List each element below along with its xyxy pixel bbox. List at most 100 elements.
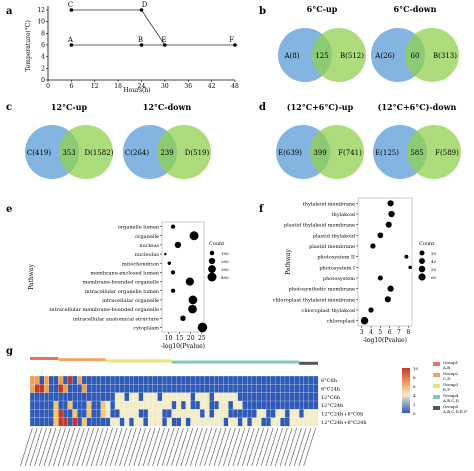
heatmap-cell — [105, 384, 111, 393]
heatmap-cell — [110, 400, 116, 410]
heatmap-cell — [247, 409, 253, 418]
heatmap-cell — [284, 400, 290, 410]
heatmap-cell — [91, 417, 97, 427]
venn-right-circle — [312, 28, 366, 82]
panel-e-dot — [170, 224, 176, 229]
heatmap-cell — [237, 400, 243, 410]
panel-f-dot — [368, 307, 374, 313]
panel-e-frame — [161, 221, 205, 333]
heatmap-cell — [152, 400, 158, 410]
heatmap-cell — [129, 400, 135, 410]
panel-f-dot-plot: thylakoid membrane thylakoid plastid thyla… — [273, 197, 437, 344]
heatmap-cell — [72, 375, 78, 385]
heatmap-column-label — [175, 427, 189, 467]
heatmap-column-label — [138, 427, 151, 467]
heatmap-cell — [162, 400, 168, 410]
heatmap-column-label — [109, 427, 123, 467]
heatmap-cell — [114, 409, 121, 418]
heatmap-column-label — [166, 427, 180, 467]
heatmap-cell — [62, 384, 69, 393]
panel-label-a: a — [6, 6, 13, 17]
heatmap-cell — [284, 384, 290, 393]
heatmap-cell — [29, 392, 36, 402]
heatmap-cell — [53, 384, 59, 393]
heatmap-cell — [275, 400, 281, 410]
heatmap-cell — [67, 392, 73, 402]
heatmap-cell — [157, 400, 163, 410]
heatmap-cell — [275, 417, 281, 427]
panel-e-dot — [170, 270, 176, 275]
heatmap-cell — [58, 400, 64, 410]
heatmap-cell — [138, 384, 144, 393]
venn-overlap-label: 239 — [160, 149, 173, 157]
heatmap-cell — [308, 417, 314, 427]
heatmap-column-label — [86, 427, 99, 467]
heatmap-cell — [147, 375, 154, 385]
venn-overlap-label: 125 — [315, 52, 328, 60]
heatmap-cell — [313, 400, 319, 410]
panel-e-xtick-label: 15 — [176, 335, 184, 342]
panel-f-legend-dot — [418, 265, 426, 273]
panel-e-legend-dot — [207, 272, 217, 282]
heatmap-cell — [48, 417, 54, 427]
heatmap-cell — [124, 400, 130, 410]
heatmap-cell — [199, 417, 206, 427]
panel-e-dot-plot: organelle lumen organelle nucleus nucleolus… — [28, 221, 229, 350]
heatmap-cell — [58, 375, 64, 385]
panel-e-legend-label: 300 — [221, 267, 229, 272]
heatmap-cell — [185, 384, 191, 393]
heatmap-cell — [313, 375, 319, 385]
heatmap-cell — [91, 384, 97, 393]
heatmap-cell — [204, 384, 210, 393]
heatmap-cell — [218, 409, 224, 418]
venn-left-label: A(8) — [284, 52, 300, 60]
venn-title: 12°C-up — [51, 102, 88, 112]
panel-a-ytick-label: 12 — [37, 7, 45, 14]
heatmap-cell — [77, 409, 83, 418]
heatmap-cell — [195, 409, 201, 418]
heatmap-cell — [251, 400, 257, 410]
heatmap-column-label — [275, 427, 288, 467]
heatmap-cell — [204, 375, 210, 385]
heatmap-cell — [214, 400, 220, 410]
heatmap-cell — [232, 417, 239, 427]
heatmap-cell — [289, 400, 295, 410]
heatmap-cell — [204, 392, 210, 402]
heatmap-cell — [29, 409, 36, 418]
colorbar-tick-label: 2 — [413, 402, 416, 407]
heatmap-cell — [29, 417, 36, 427]
panel-e-dot — [189, 231, 199, 241]
heatmap-cell — [114, 400, 121, 410]
heatmap-column-label — [270, 427, 283, 467]
heatmap-cell — [298, 384, 305, 393]
heatmap-column-label — [265, 427, 279, 467]
heatmap-cell — [44, 375, 50, 385]
heatmap-column-label — [289, 427, 302, 467]
panel-e-dot — [180, 315, 186, 322]
heatmap-cell — [152, 409, 158, 418]
heatmap-cell — [218, 384, 224, 393]
heatmap-cell — [190, 409, 196, 418]
heatmap-cell — [251, 417, 257, 427]
heatmap-column-label — [147, 427, 161, 467]
group-legend-swatch — [433, 373, 440, 377]
heatmap-row-label: 6°C24h — [321, 387, 341, 393]
panel-e-dot — [164, 252, 167, 256]
heatmap-cell — [228, 392, 234, 402]
heatmap-cell — [223, 417, 229, 427]
colorbar-tick-label: 6 — [413, 384, 416, 389]
panel-label-f: f — [259, 204, 264, 215]
heatmap-column-label — [293, 427, 307, 467]
heatmap-cell — [62, 400, 69, 410]
heatmap-cell — [105, 409, 111, 418]
heatmap-cell — [152, 375, 158, 385]
panel-f-legend-title: Count — [419, 241, 434, 247]
heatmap-cell — [157, 417, 163, 427]
heatmap-cell — [95, 400, 102, 410]
heatmap-cell — [298, 409, 305, 418]
panel-a-series-line — [71, 9, 166, 46]
heatmap-cell — [180, 400, 187, 410]
colorbar-tick-label: 4 — [413, 393, 416, 398]
